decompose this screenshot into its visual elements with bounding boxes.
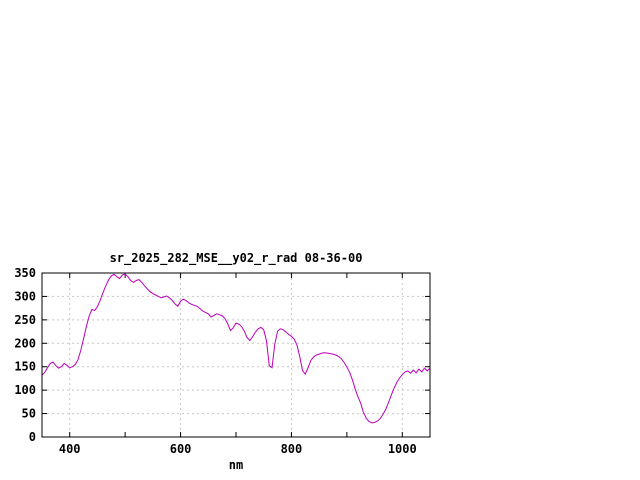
y-tick-label: 100 [14,383,36,397]
y-tick-label: 150 [14,360,36,374]
y-tick-label: 200 [14,336,36,350]
y-tick-label: 50 [22,407,36,421]
x-tick-label: 1000 [388,442,417,456]
x-tick-label: 600 [170,442,192,456]
y-tick-label: 350 [14,266,36,280]
x-tick-label: 400 [59,442,81,456]
x-tick-label: 800 [281,442,303,456]
plot-border [41,272,431,438]
y-tick-label: 0 [29,430,36,444]
chart-title: sr_2025_282_MSE__y02_r_rad 08-36-00 [109,251,363,265]
y-tick-label: 250 [14,313,36,327]
series-line-spectral-radiance [41,273,431,424]
y-tick-label: 300 [14,289,36,303]
chart-x-axis-label: nm [228,458,244,472]
